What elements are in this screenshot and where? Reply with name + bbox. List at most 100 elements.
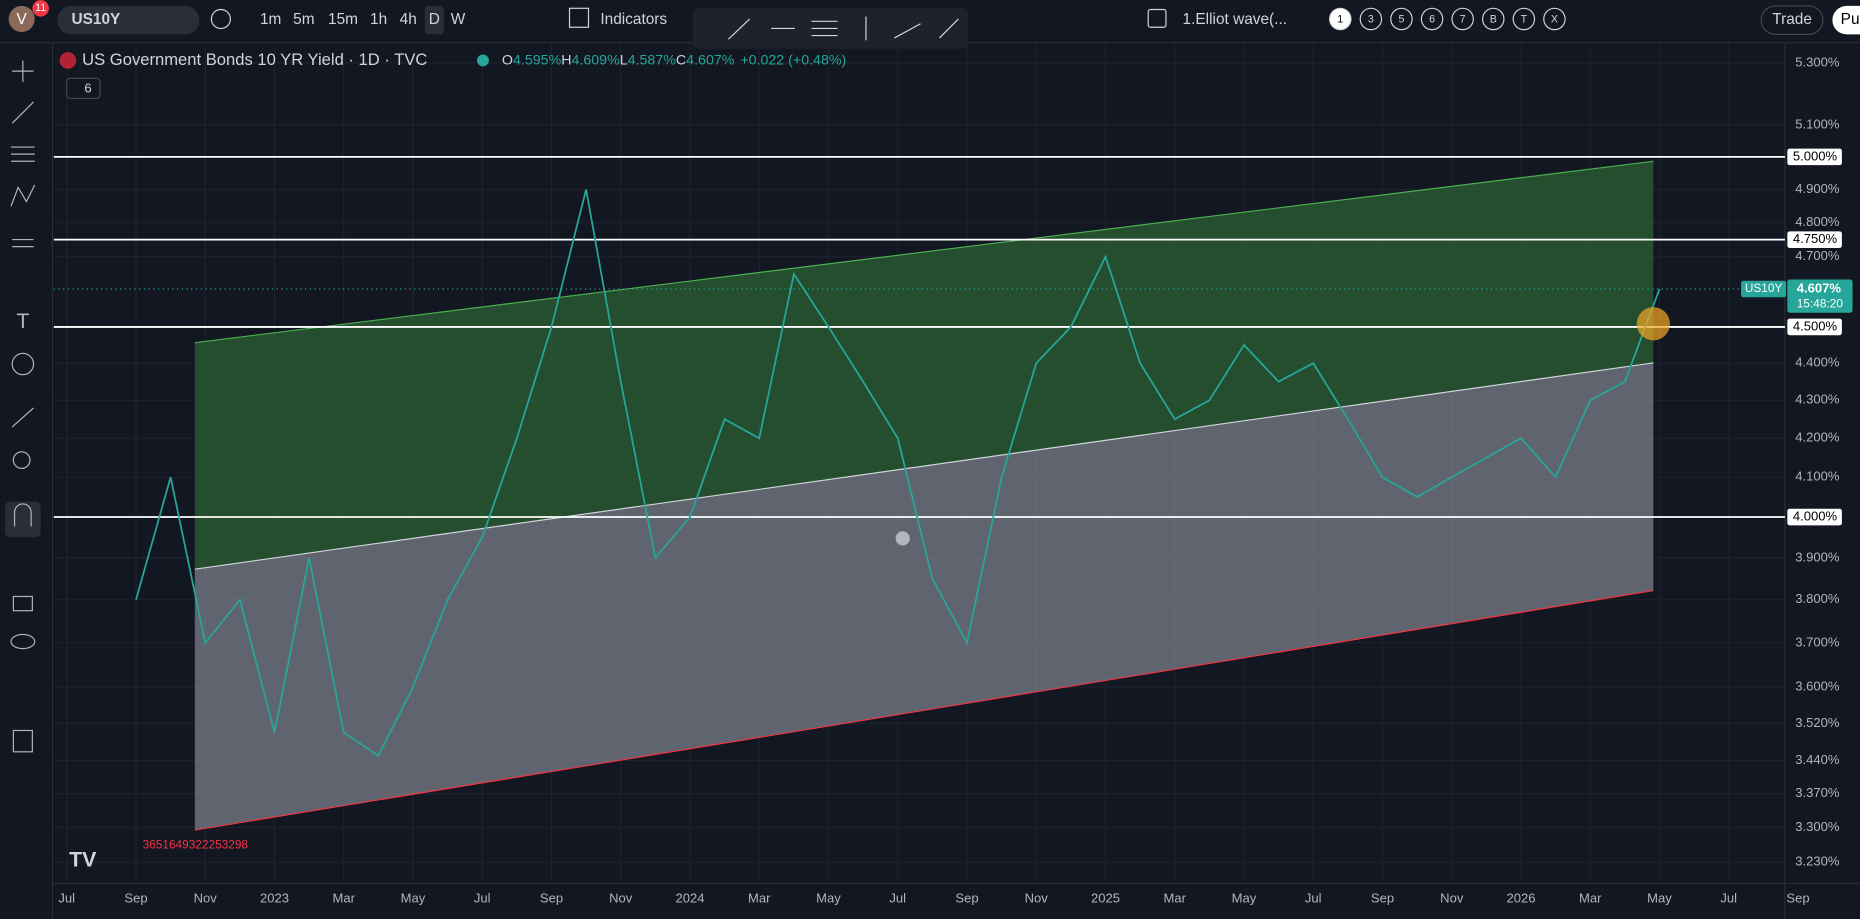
badge (32, 0, 49, 17)
x-tick-label: 2025 (1091, 890, 1120, 905)
count-label: 6 (1429, 13, 1435, 25)
hline-label: 5.000% (1793, 148, 1838, 163)
x-tick-label: May (816, 890, 841, 905)
channel-top (194, 160, 1654, 344)
x-tick-label: Sep (1786, 890, 1809, 905)
time-marker (895, 531, 910, 546)
x-tick-label: Mar (1164, 890, 1187, 905)
count-button[interactable] (1359, 7, 1383, 31)
layout-checkbox[interactable] (1147, 8, 1167, 28)
x-tick-label: May (1647, 890, 1672, 905)
y-tick-label: 3.520% (1795, 715, 1840, 730)
count-button[interactable] (1420, 7, 1444, 31)
hline-tag (1787, 318, 1842, 336)
x-tick-label: Nov (1025, 890, 1049, 905)
badge-count: 11 (35, 2, 46, 14)
highlight-marker (1636, 307, 1670, 341)
count-button[interactable] (1512, 7, 1536, 31)
change: +0.022 (+0.48%) (740, 52, 846, 68)
price-line (135, 189, 1661, 758)
layout-name[interactable]: 1.Elliot wave(... (1183, 11, 1287, 28)
y-tick-label: 3.370% (1795, 785, 1840, 800)
x-tick-label: 2023 (260, 890, 289, 905)
tv-logo: TV (69, 848, 97, 872)
x-tick-label: 2024 (675, 890, 704, 905)
hline-tag (1787, 508, 1842, 526)
interval[interactable]: W (451, 11, 466, 28)
interval[interactable]: 5m (293, 11, 314, 28)
x-tick-label: Mar (333, 890, 356, 905)
collapsed-count: 6 (84, 80, 91, 95)
interval[interactable]: 15m (328, 11, 358, 28)
left-tools (5, 60, 41, 753)
note: 3651649322253298 (143, 838, 249, 852)
market-status (477, 54, 489, 67)
publish-button[interactable] (1832, 5, 1860, 35)
channel-lower-zone (194, 362, 1654, 831)
x-tick-label: Mar (1579, 890, 1602, 905)
x-tick-label: Jul (474, 890, 491, 905)
flag (59, 52, 77, 69)
price-tag (1787, 279, 1853, 313)
ohlc-key: L (620, 52, 628, 68)
count-button[interactable] (1451, 7, 1474, 31)
count-button[interactable] (1390, 7, 1413, 31)
y-tick-label: 5.100% (1795, 116, 1840, 131)
channel-bottom (194, 589, 1654, 831)
ohlc-value: 4.587% (628, 52, 677, 68)
y-tick-label: 3.230% (1795, 854, 1840, 869)
symbol-tag-label: US10Y (1745, 281, 1783, 295)
y-tick-label: 3.600% (1795, 678, 1840, 693)
count-button[interactable] (1329, 7, 1352, 31)
count-label: 7 (1460, 13, 1466, 25)
symbol: US10Y (71, 11, 121, 28)
hline-tag (1787, 231, 1842, 248)
count-label: T (1521, 13, 1528, 25)
price-tag-label: 4.607% (1797, 280, 1842, 295)
y-tick-label: 3.700% (1795, 634, 1840, 649)
x-tick-label: 2026 (1507, 890, 1536, 905)
compare-button[interactable] (210, 8, 231, 30)
indicators-icon (568, 7, 590, 28)
interval[interactable]: 1m (260, 11, 281, 28)
count-label: 3 (1368, 13, 1374, 25)
x-tick-label: May (401, 890, 426, 905)
ohlc-key: H (561, 52, 571, 68)
ohlc-value: 4.595% (513, 52, 562, 68)
ohlc-key: C (676, 52, 686, 68)
x-tick-label: Nov (609, 890, 633, 905)
y-tick-label: 4.800% (1795, 214, 1840, 229)
interval[interactable]: D (429, 11, 440, 28)
interval[interactable]: 1h (370, 11, 387, 28)
hline-label: 4.750% (1793, 231, 1838, 246)
x-tick-label: Jul (58, 890, 75, 905)
x-tick-label: Sep (124, 890, 147, 905)
trade-button[interactable] (1760, 5, 1824, 35)
x-tick-label: Sep (955, 890, 978, 905)
count-button[interactable] (1481, 7, 1505, 31)
count-label: X (1551, 13, 1558, 25)
collapse-button[interactable] (66, 77, 101, 100)
ohlc-key: O (502, 52, 513, 68)
y-tick-label: 3.900% (1795, 549, 1840, 564)
x-tick-label: Sep (1371, 890, 1394, 905)
ohlc: O4.595%H4.609%L4.587%C4.607% +0.022 (+0.4… (502, 52, 846, 68)
hline-label: 4.000% (1793, 508, 1838, 523)
count-label: B (1490, 13, 1497, 25)
ohlc-value: 4.607% (686, 52, 735, 68)
x-tick-label: Nov (194, 890, 218, 905)
text-tool[interactable]: T (16, 309, 29, 333)
indicators-button[interactable]: Indicators (600, 11, 667, 28)
x-tick-label: Jul (1720, 890, 1737, 905)
publish-label: Pu (1841, 11, 1860, 28)
interval[interactable]: 4h (400, 11, 417, 28)
count-button[interactable] (1543, 7, 1566, 31)
interval-active (424, 5, 444, 35)
avatar-letter: V (17, 11, 28, 28)
x-tick-label: May (1232, 890, 1257, 905)
symbol-search[interactable] (57, 5, 200, 35)
channel-mid (194, 362, 1654, 570)
ohlc-value: 4.609% (572, 52, 621, 68)
avatar[interactable] (8, 5, 35, 33)
